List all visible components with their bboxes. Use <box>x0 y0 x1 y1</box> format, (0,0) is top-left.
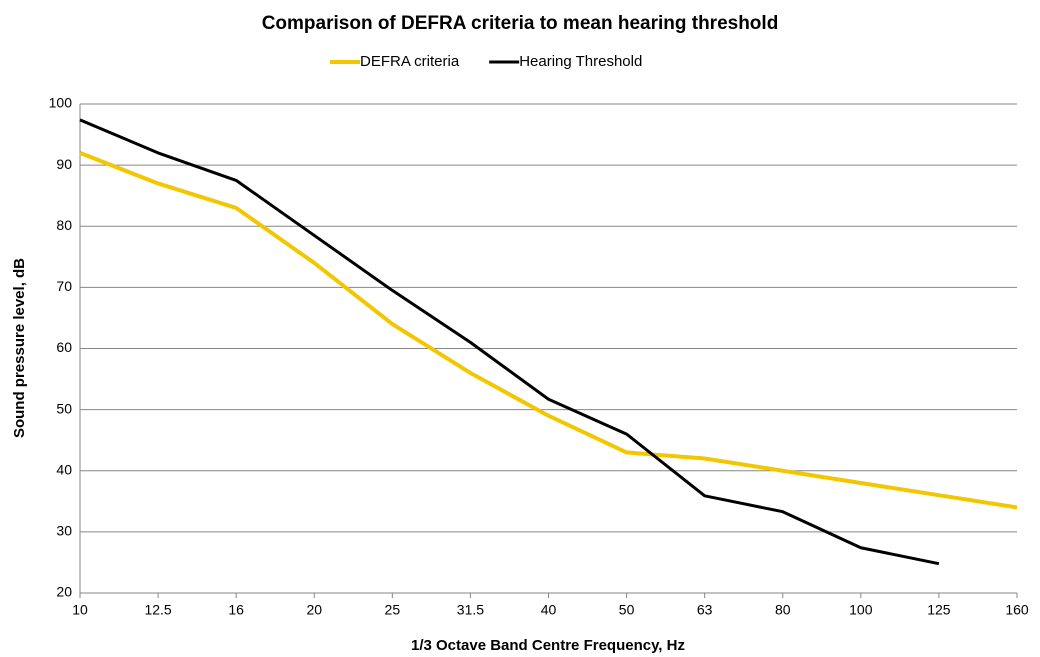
x-tick-label: 50 <box>619 602 635 618</box>
x-tick-label: 40 <box>541 602 557 618</box>
y-tick-label: 100 <box>49 95 73 111</box>
y-tick-label: 50 <box>56 400 72 416</box>
y-tick-label: 20 <box>56 584 72 600</box>
x-tick-label: 20 <box>306 602 322 618</box>
legend-label: Hearing Threshold <box>519 53 642 70</box>
x-tick-label: 125 <box>927 602 951 618</box>
y-tick-label: 60 <box>56 339 72 355</box>
x-tick-label: 25 <box>385 602 401 618</box>
series-line <box>79 151 1018 510</box>
x-tick-label: 160 <box>1005 602 1029 618</box>
x-tick-label: 10 <box>72 602 88 618</box>
y-tick-label: 90 <box>56 156 72 172</box>
y-axis-label: Sound pressure level, dB <box>11 258 28 438</box>
series-line <box>79 118 940 566</box>
y-tick-label: 40 <box>56 461 72 477</box>
x-tick-label: 12.5 <box>144 602 171 618</box>
y-tick-label: 70 <box>56 278 72 294</box>
y-tick-label: 80 <box>56 217 72 233</box>
x-tick-label: 80 <box>775 602 791 618</box>
x-tick-label: 100 <box>849 602 873 618</box>
y-tick-label: 30 <box>56 523 72 539</box>
x-tick-label: 31.5 <box>457 602 484 618</box>
chart-title: Comparison of DEFRA criteria to mean hea… <box>262 13 779 34</box>
x-axis-label: 1/3 Octave Band Centre Frequency, Hz <box>411 637 685 654</box>
x-tick-label: 63 <box>697 602 713 618</box>
legend-label: DEFRA criteria <box>360 53 460 70</box>
x-tick-label: 16 <box>228 602 244 618</box>
